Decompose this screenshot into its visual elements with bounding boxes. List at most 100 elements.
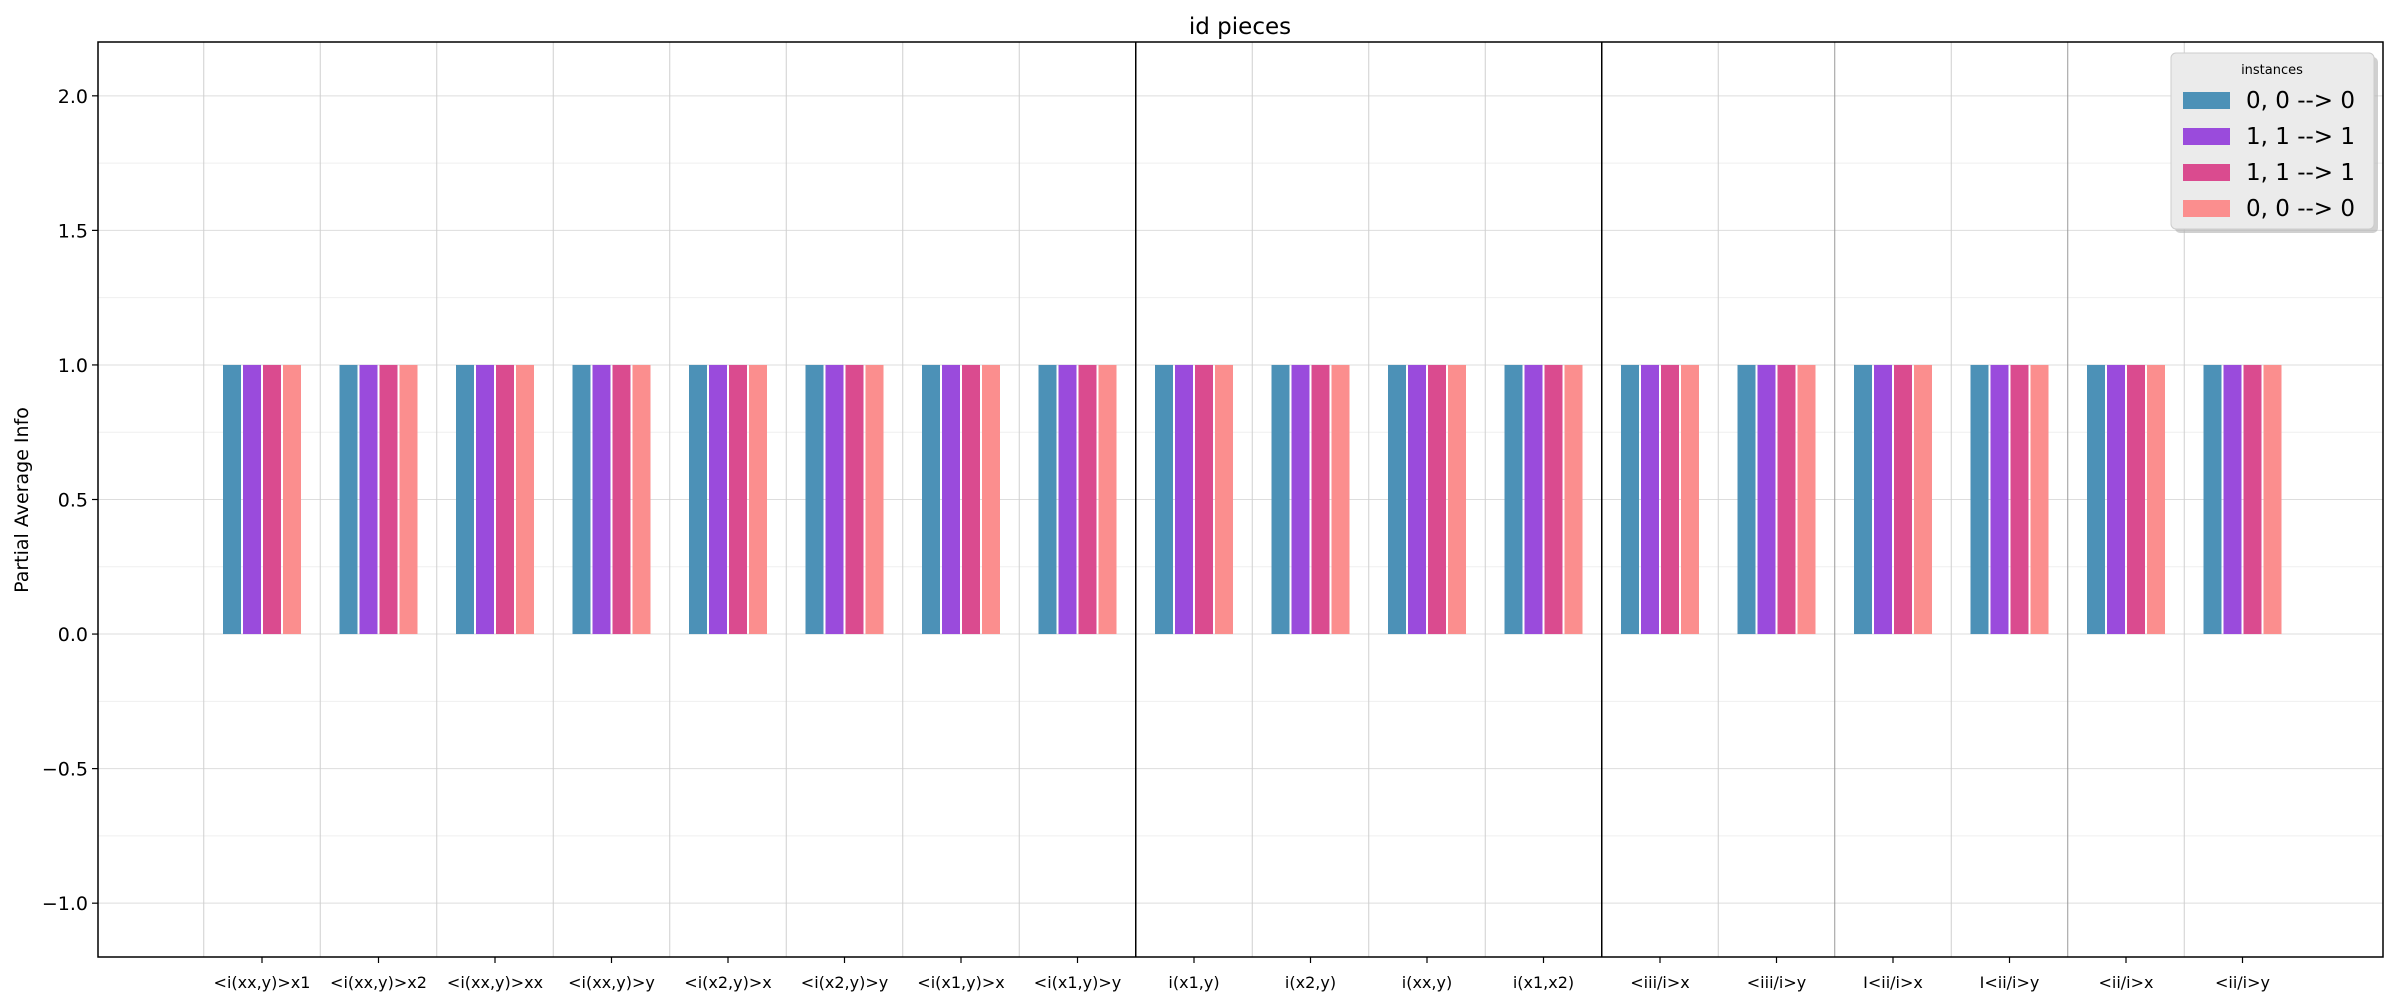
bar bbox=[283, 364, 301, 635]
bar bbox=[1291, 364, 1310, 635]
chart-title: id pieces bbox=[1189, 14, 1291, 40]
x-axis-ticks: <i(xx,y)>x1 <i(xx,y)>x2 <i(xx,y)>xx <i(xx,y… bbox=[214, 957, 2270, 992]
bar bbox=[1990, 364, 2009, 635]
bar bbox=[1195, 364, 1213, 635]
x-tick-label: I<ii/i>x bbox=[1863, 973, 1923, 992]
legend: instances 0, 0 --> 0 1, 1 --> 1 1, 1 --> 1… bbox=[2170, 52, 2378, 233]
x-tick-label: <i(x2,y)>x bbox=[684, 973, 771, 992]
bar bbox=[1388, 364, 1406, 635]
bar bbox=[572, 364, 591, 635]
legend-swatch bbox=[2183, 164, 2230, 181]
bar bbox=[805, 364, 824, 635]
bar bbox=[1038, 364, 1057, 635]
x-tick-label: <i(xx,y)>x1 bbox=[214, 973, 311, 992]
bar bbox=[1058, 364, 1077, 635]
bar bbox=[223, 364, 241, 635]
bar bbox=[2147, 364, 2165, 635]
bar bbox=[263, 364, 281, 635]
bar bbox=[709, 364, 727, 635]
bar bbox=[1408, 364, 1426, 635]
legend-label: 1, 1 --> 1 bbox=[2246, 124, 2355, 150]
bar bbox=[516, 364, 534, 635]
x-tick-label: <i(xx,y)>x2 bbox=[330, 973, 427, 992]
x-tick-label: I<ii/i>y bbox=[1980, 973, 2040, 992]
bars bbox=[223, 364, 2282, 635]
x-tick-label: <i(xx,y)>xx bbox=[447, 973, 543, 992]
y-axis-ticks: −1.0 −0.5 0.0 0.5 1.0 1.5 2.0 bbox=[42, 86, 98, 915]
bar bbox=[1078, 364, 1097, 635]
bar bbox=[1271, 364, 1290, 635]
bar bbox=[1311, 364, 1330, 635]
legend-label: 0, 0 --> 0 bbox=[2246, 88, 2355, 114]
bar bbox=[1504, 364, 1523, 635]
bar bbox=[1564, 364, 1583, 635]
legend-items: 0, 0 --> 0 1, 1 --> 1 1, 1 --> 1 0, 0 --> 0 bbox=[2183, 88, 2355, 222]
x-tick-label: <i(x1,y)>x bbox=[917, 973, 1004, 992]
bar bbox=[689, 364, 707, 635]
bar bbox=[476, 364, 494, 635]
bar bbox=[339, 364, 358, 635]
legend-swatch bbox=[2183, 92, 2230, 109]
x-tick-label: <i(xx,y)>y bbox=[568, 973, 655, 992]
bar bbox=[1175, 364, 1193, 635]
bar bbox=[456, 364, 474, 635]
y-tick-label: 0.5 bbox=[58, 490, 88, 512]
bar bbox=[1661, 364, 1679, 635]
bar bbox=[865, 364, 884, 635]
legend-label: 1, 1 --> 1 bbox=[2246, 160, 2355, 186]
bar bbox=[379, 364, 398, 635]
bar bbox=[1737, 364, 1756, 635]
bar bbox=[1098, 364, 1117, 635]
legend-swatch bbox=[2183, 200, 2230, 217]
bar bbox=[632, 364, 651, 635]
x-tick-label: <iii/i>y bbox=[1747, 973, 1806, 992]
legend-swatch bbox=[2183, 128, 2230, 145]
bar bbox=[1428, 364, 1446, 635]
y-tick-label: 1.0 bbox=[58, 355, 88, 377]
x-tick-label: i(xx,y) bbox=[1402, 973, 1452, 992]
bar bbox=[2087, 364, 2105, 635]
bar bbox=[1914, 364, 1932, 635]
y-tick-label: 0.0 bbox=[58, 624, 88, 646]
bar bbox=[399, 364, 418, 635]
bar bbox=[243, 364, 261, 635]
bar bbox=[962, 364, 980, 635]
x-tick-label: <i(x1,y)>y bbox=[1034, 973, 1121, 992]
y-tick-label: 1.5 bbox=[58, 220, 88, 242]
bar bbox=[2127, 364, 2145, 635]
bar bbox=[1854, 364, 1872, 635]
bar bbox=[612, 364, 631, 635]
bar bbox=[1215, 364, 1233, 635]
bar bbox=[1621, 364, 1639, 635]
x-tick-label: <iii/i>x bbox=[1630, 973, 1689, 992]
bar bbox=[1155, 364, 1173, 635]
legend-label: 0, 0 --> 0 bbox=[2246, 196, 2355, 222]
bar bbox=[942, 364, 960, 635]
y-tick-label: 2.0 bbox=[58, 86, 88, 108]
bar bbox=[1777, 364, 1796, 635]
bar bbox=[1448, 364, 1466, 635]
bar bbox=[1874, 364, 1892, 635]
bar bbox=[1681, 364, 1699, 635]
legend-title: instances bbox=[2241, 63, 2303, 78]
bar bbox=[2203, 364, 2222, 635]
bar bbox=[592, 364, 611, 635]
bar bbox=[1757, 364, 1776, 635]
y-tick-label: −1.0 bbox=[42, 893, 88, 915]
bar bbox=[1894, 364, 1912, 635]
bar bbox=[729, 364, 747, 635]
bar bbox=[1797, 364, 1816, 635]
bar bbox=[2223, 364, 2242, 635]
bar bbox=[749, 364, 767, 635]
bar bbox=[2030, 364, 2049, 635]
x-tick-label: i(x1,y) bbox=[1168, 973, 1219, 992]
bar bbox=[1641, 364, 1659, 635]
bar bbox=[825, 364, 844, 635]
y-axis-label: Partial Average Info bbox=[11, 407, 33, 593]
y-tick-label: −0.5 bbox=[42, 759, 88, 781]
bar bbox=[496, 364, 514, 635]
bar bbox=[982, 364, 1000, 635]
bar bbox=[2263, 364, 2282, 635]
x-tick-label: i(x1,x2) bbox=[1513, 973, 1574, 992]
